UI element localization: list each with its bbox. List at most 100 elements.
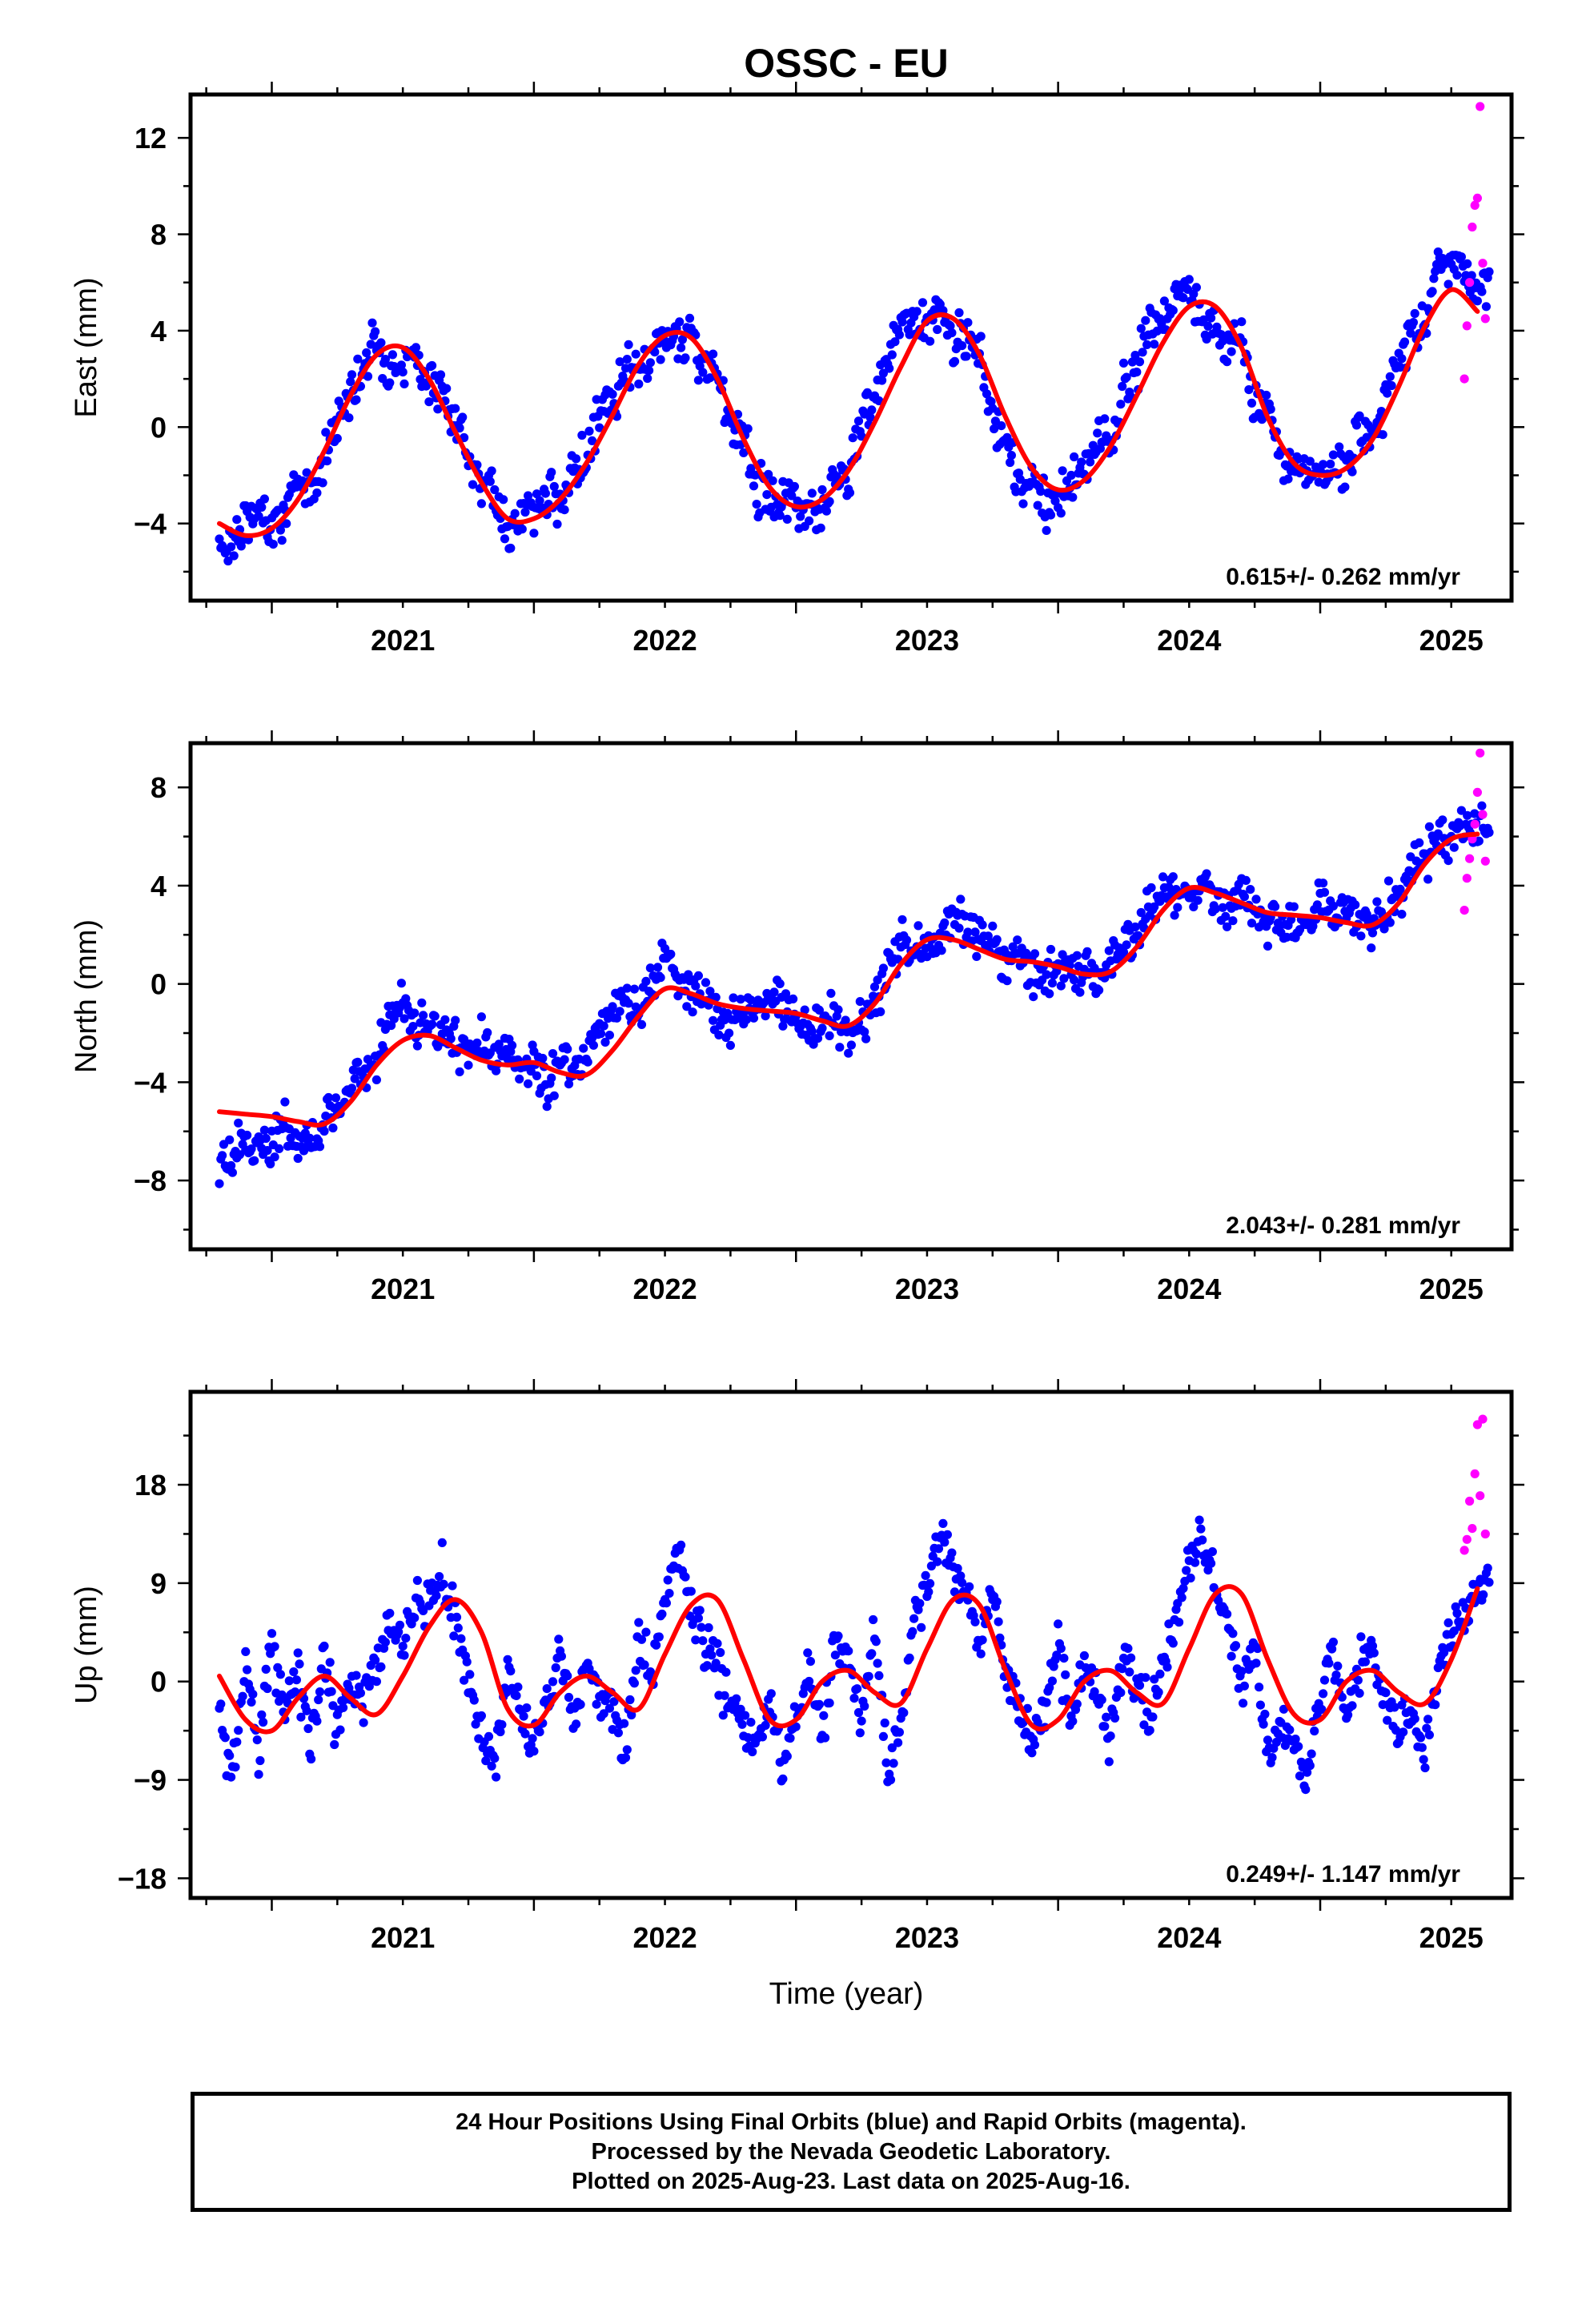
final-orbit-point: [327, 1687, 336, 1696]
final-orbit-point: [280, 1097, 290, 1107]
final-orbit-point: [1104, 946, 1114, 955]
rapid-orbit-point: [1478, 810, 1488, 819]
final-orbit-point: [471, 1719, 480, 1729]
final-orbit-point: [1126, 1653, 1136, 1663]
y-axis-label: North (mm): [70, 919, 103, 1073]
final-orbit-point: [937, 946, 946, 955]
final-orbit-point: [930, 305, 939, 315]
final-orbit-point: [787, 491, 797, 501]
final-orbit-point: [1319, 1689, 1328, 1699]
final-orbit-point: [560, 1055, 569, 1064]
final-orbit-point: [1030, 1740, 1040, 1750]
final-orbit-point: [1136, 907, 1146, 918]
final-orbit-point: [1104, 1757, 1114, 1767]
final-orbit-point: [1155, 1669, 1165, 1679]
final-orbit-point: [641, 976, 651, 986]
final-orbit-point: [1271, 902, 1280, 911]
final-orbit-point: [1118, 1664, 1127, 1674]
final-orbit-point: [629, 1679, 640, 1688]
final-orbit-point: [1227, 1651, 1236, 1661]
rapid-orbit-point: [1468, 1524, 1477, 1534]
final-orbit-point: [723, 1008, 733, 1018]
final-orbit-point: [1088, 440, 1098, 450]
final-orbit-point: [650, 348, 660, 357]
rapid-orbit-point: [1465, 1496, 1475, 1506]
final-orbit-point: [698, 1636, 708, 1646]
final-orbit-point: [634, 1618, 644, 1627]
final-orbit-point: [1340, 482, 1350, 492]
final-orbit-point: [259, 494, 269, 504]
final-orbit-point: [547, 1073, 556, 1083]
final-orbit-point: [1223, 922, 1232, 931]
final-orbit-point: [1239, 1681, 1249, 1691]
rapid-orbit-point: [1472, 787, 1482, 798]
final-orbit-point: [709, 1015, 718, 1025]
final-orbit-point: [641, 1627, 651, 1637]
final-orbit-point: [1132, 368, 1142, 377]
final-orbit-point: [223, 556, 233, 566]
final-orbit-point: [894, 1727, 904, 1737]
final-orbit-point: [332, 433, 342, 444]
final-orbit-point: [805, 1676, 814, 1687]
final-orbit-point: [994, 1617, 1003, 1626]
final-orbit-point: [677, 343, 686, 352]
final-orbit-point: [1141, 316, 1150, 325]
final-orbit-point: [1066, 470, 1076, 480]
final-orbit-point: [512, 1691, 521, 1700]
final-orbit-point: [958, 341, 967, 351]
final-orbit-point: [825, 1031, 834, 1040]
y-tick-label: −4: [134, 508, 167, 541]
final-orbit-point: [400, 1651, 409, 1660]
final-orbit-point: [1086, 457, 1095, 467]
final-orbit-point: [490, 1754, 500, 1763]
final-orbit-point: [1203, 321, 1213, 331]
final-orbit-point: [579, 1043, 588, 1053]
final-orbit-point: [1417, 1743, 1427, 1752]
final-orbit-point: [665, 1589, 674, 1598]
final-orbit-point: [238, 1691, 247, 1701]
final-orbit-point: [789, 481, 800, 492]
final-orbit-point: [542, 1684, 552, 1694]
final-orbit-point: [768, 476, 777, 485]
final-orbit-point: [460, 1675, 469, 1685]
final-orbit-point: [220, 1733, 230, 1743]
final-orbit-point: [314, 1695, 323, 1705]
final-orbit-point: [1174, 1618, 1184, 1627]
final-orbit-point: [1102, 1712, 1111, 1722]
final-orbit-point: [564, 1692, 574, 1703]
final-orbit-point: [312, 1716, 322, 1726]
final-orbit-point: [1397, 354, 1407, 364]
final-orbit-point: [452, 1612, 462, 1622]
final-orbit-point: [739, 448, 749, 458]
final-orbit-point: [1327, 1644, 1337, 1654]
final-orbit-point: [757, 1732, 768, 1742]
final-orbit-point: [934, 1544, 944, 1554]
final-orbit-point: [248, 1690, 258, 1699]
final-orbit-point: [1191, 1549, 1201, 1558]
final-orbit-point: [596, 1029, 606, 1039]
final-orbit-point: [1146, 883, 1156, 893]
final-orbit-point: [950, 1587, 960, 1597]
y-tick-label: 0: [151, 1666, 167, 1699]
final-orbit-point: [535, 1727, 544, 1737]
final-orbit-point: [1301, 1785, 1311, 1795]
final-orbit-point: [954, 923, 964, 933]
rapid-orbit-point: [1470, 819, 1480, 829]
y-tick-label: 4: [151, 315, 167, 348]
final-orbit-point: [234, 1118, 243, 1128]
final-orbit-point: [833, 1631, 843, 1641]
y-tick-label: 9: [151, 1567, 167, 1600]
final-orbit-point: [1317, 1704, 1327, 1714]
rapid-orbit-point: [1478, 259, 1488, 268]
x-tick-label: 2022: [633, 624, 697, 657]
final-orbit-point: [315, 1687, 325, 1697]
final-orbit-point: [950, 356, 960, 366]
final-orbit-point: [563, 1671, 572, 1681]
final-orbit-point: [821, 1733, 830, 1743]
final-orbit-point: [1280, 1741, 1290, 1751]
final-orbit-point: [1150, 340, 1159, 349]
final-orbit-point: [1125, 1667, 1134, 1677]
final-orbit-point: [513, 1683, 523, 1692]
rate-label: 0.615+/- 0.262 mm/yr: [1226, 564, 1460, 590]
final-orbit-point: [325, 1658, 335, 1667]
